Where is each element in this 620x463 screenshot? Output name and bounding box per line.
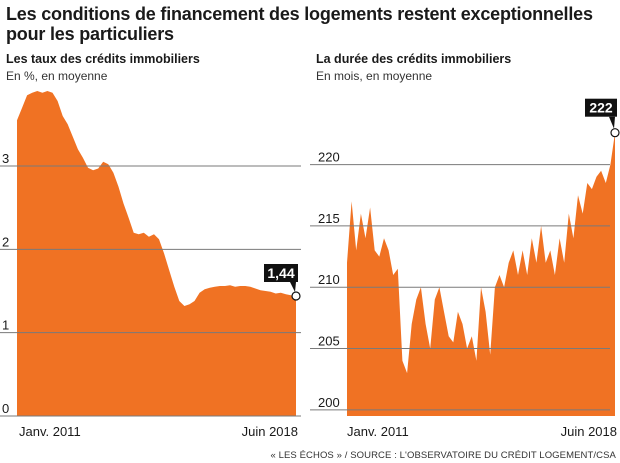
duration-x-tick-label: Janv. 2011 xyxy=(347,424,409,439)
rates-y-tick-label: 3 xyxy=(2,151,9,166)
right-chart-title: La durée des crédits immobiliers xyxy=(316,52,512,66)
rates-y-tick-label: 1 xyxy=(2,318,9,333)
source-note: « LES ÉCHOS » / SOURCE : L'OBSERVATOIRE … xyxy=(270,450,616,461)
duration-callout-label: 222 xyxy=(589,100,613,116)
duration-callout-box xyxy=(585,98,617,117)
rates-chart: 0 1 2 3 Janv. 2011 Juin 2018 1,44 xyxy=(0,91,301,439)
rates-callout-pointer xyxy=(290,282,296,292)
rates-y-tick-label: 0 xyxy=(2,401,9,416)
duration-chart: 200 205 210 215 220 Janv. 2011 Juin 2018 222 xyxy=(310,98,620,439)
right-chart-unit: En mois, en moyenne xyxy=(316,69,433,83)
duration-x-tick-label: Juin 2018 xyxy=(561,424,617,439)
duration-last-point-marker xyxy=(610,128,620,138)
rates-x-tick-label: Juin 2018 xyxy=(242,424,298,439)
left-chart-unit: En %, en moyenne xyxy=(6,69,108,83)
rates-area xyxy=(17,91,296,416)
duration-y-tick-label: 215 xyxy=(318,211,340,226)
duration-callout-pointer xyxy=(609,116,615,129)
left-chart-title: Les taux des crédits immobiliers xyxy=(6,52,200,66)
duration-y-tick-label: 205 xyxy=(318,334,340,349)
duration-y-tick-label: 200 xyxy=(318,395,340,410)
rates-callout-box xyxy=(264,264,298,282)
duration-area xyxy=(347,132,615,416)
rates-y-tick-label: 2 xyxy=(2,234,9,249)
rates-x-tick-label: Janv. 2011 xyxy=(19,424,81,439)
duration-y-tick-label: 210 xyxy=(318,272,340,287)
duration-y-tick-label: 220 xyxy=(318,150,340,165)
rates-last-point-marker xyxy=(291,291,301,301)
rates-callout-label: 1,44 xyxy=(267,265,294,281)
page-title: Les conditions de financement des logeme… xyxy=(6,4,593,44)
